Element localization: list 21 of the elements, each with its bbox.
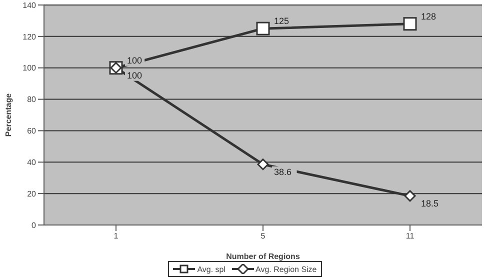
y-tick-label: 0 — [32, 220, 37, 230]
y-tick-label: 120 — [22, 32, 37, 42]
y-tick-label: 40 — [27, 158, 37, 167]
data-label: 38.6 — [274, 166, 292, 177]
y-tick-label: 140 — [22, 0, 37, 10]
data-label: 128 — [421, 11, 436, 22]
y-tick-label: 100 — [22, 64, 37, 73]
y-tick-label: 20 — [27, 189, 37, 198]
y-axis-title: Percentage — [4, 92, 13, 137]
x-tick-label: 11 — [406, 232, 415, 241]
y-tick-label: 80 — [27, 95, 37, 104]
x-tick-label: 5 — [260, 232, 266, 241]
data-label: 100 — [127, 55, 142, 66]
legend-label: Avg. spl — [197, 264, 226, 274]
data-label: 125 — [274, 16, 290, 26]
y-tick-label: 60 — [27, 126, 37, 136]
legend-label: Avg. Region Size — [256, 264, 317, 274]
data-label: 100 — [127, 70, 142, 80]
x-axis-title: Number of Regions — [226, 252, 300, 261]
x-tick-label: 1 — [114, 232, 119, 241]
data-label: 18.5 — [421, 198, 439, 208]
